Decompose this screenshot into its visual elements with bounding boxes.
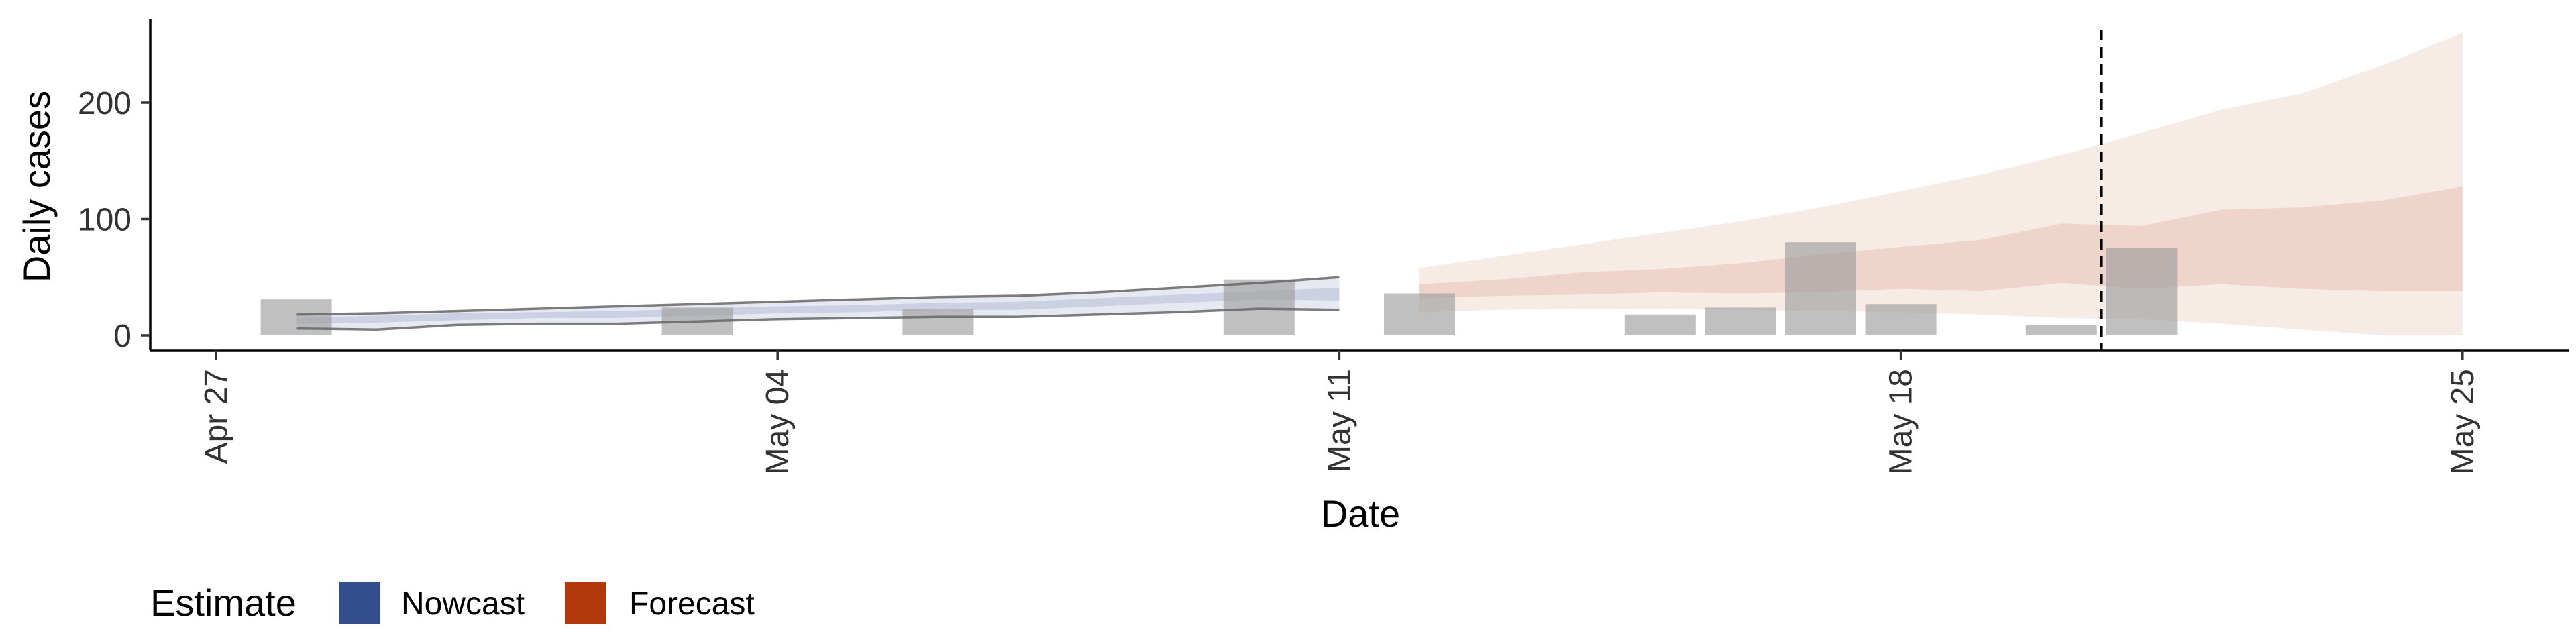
bar (2106, 248, 2178, 335)
x-tick-label: Apr 27 (199, 369, 234, 464)
bar (1705, 307, 1776, 335)
y-axis-title: Daily cases (15, 91, 58, 282)
forecast-band-50 (1419, 186, 2463, 299)
legend-swatch-nowcast (339, 582, 380, 624)
legend-swatch-forecast (565, 582, 606, 624)
legend-title: Estimate (150, 582, 297, 624)
bar (1384, 293, 1455, 335)
forecast-band-90 (1419, 32, 2463, 336)
y-tick-label: 100 (78, 203, 131, 238)
bar (1865, 304, 1937, 335)
bar (1785, 242, 1856, 335)
x-axis-ticks: Apr 27 May 04 May 11 May 18 May 25 (199, 350, 2481, 474)
nowcast-outlines (296, 276, 1340, 331)
nowcast-band-90 (296, 277, 1340, 330)
bar (902, 309, 974, 335)
bar (2025, 325, 2097, 335)
nowcast-band-50 (296, 287, 1340, 324)
y-axis-ticks: 0 100 200 (78, 86, 150, 354)
axes (149, 19, 2569, 352)
bar (1624, 314, 1696, 335)
x-axis-title: Date (1321, 492, 1400, 535)
x-tick-label: May 11 (1322, 369, 1357, 472)
y-tick-label: 200 (78, 86, 131, 121)
x-tick-label: May 18 (1884, 369, 1919, 474)
nowcast-lower-line (296, 307, 1340, 331)
legend-label-forecast: Forecast (629, 586, 755, 622)
x-tick-label: May 04 (760, 369, 796, 474)
legend-label-nowcast: Nowcast (401, 586, 525, 622)
uncertainty-bands (296, 32, 2463, 336)
y-tick-label: 0 (113, 319, 131, 354)
x-tick-label: May 25 (2445, 369, 2481, 474)
legend: Estimate Nowcast Forecast (150, 582, 755, 624)
nowcast-upper-line (296, 276, 1340, 316)
bar (260, 299, 332, 335)
